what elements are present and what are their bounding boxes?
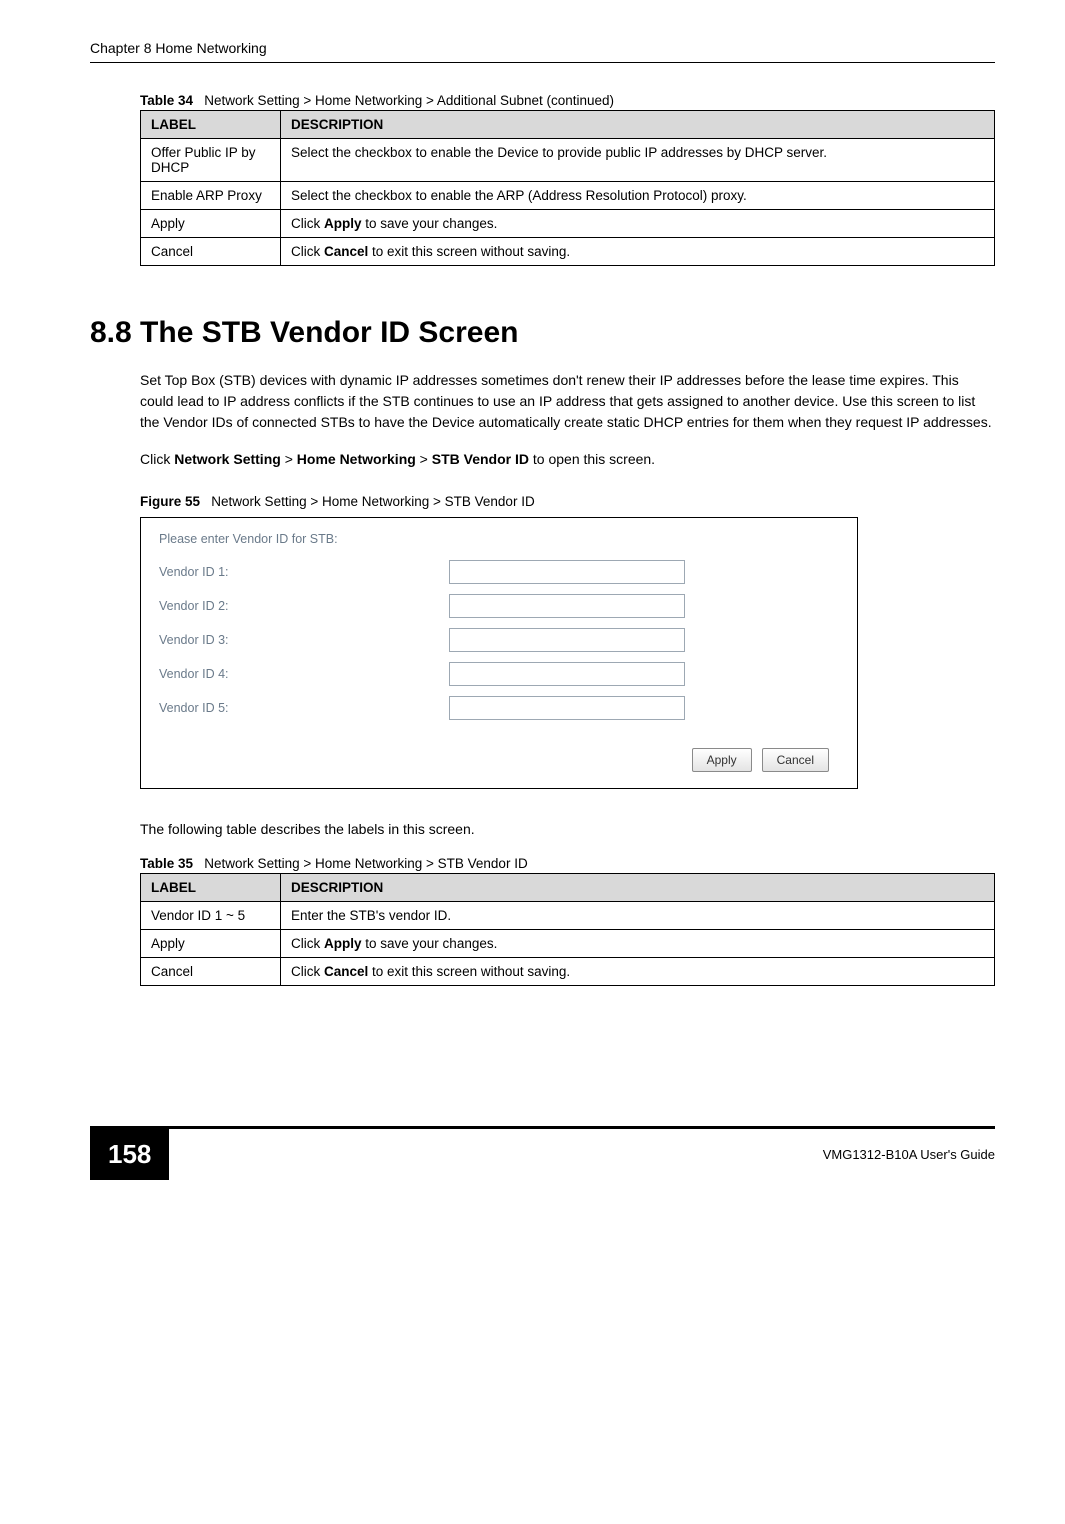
table34-caption: Table 34 Network Setting > Home Networki…: [140, 93, 995, 108]
figure55-caption: Figure 55 Network Setting > Home Network…: [140, 494, 995, 509]
vendor-id-2-input[interactable]: [449, 594, 685, 618]
table34-r2-label: Apply: [141, 210, 281, 238]
table34-r0-desc: Select the checkbox to enable the Device…: [281, 139, 995, 182]
para-1: Set Top Box (STB) devices with dynamic I…: [140, 370, 995, 433]
figure55-heading: Please enter Vendor ID for STB:: [159, 532, 839, 546]
footer-guide-text: VMG1312-B10A User's Guide: [823, 1147, 995, 1162]
table35-caption: Table 35 Network Setting > Home Networki…: [140, 856, 995, 871]
table34-header-desc: DESCRIPTION: [281, 111, 995, 139]
table-row: Apply Click Apply to save your changes.: [141, 210, 995, 238]
table34-r3-desc: Click Cancel to exit this screen without…: [281, 238, 995, 266]
table35-header-label: LABEL: [141, 874, 281, 902]
vendor-id-3-input[interactable]: [449, 628, 685, 652]
table34-r0-label: Offer Public IP by DHCP: [141, 139, 281, 182]
table34-header-label: LABEL: [141, 111, 281, 139]
vendor-id-3-label: Vendor ID 3:: [159, 633, 449, 647]
table35-r0-desc: Enter the STB's vendor ID.: [281, 902, 995, 930]
table35-r1-label: Apply: [141, 930, 281, 958]
table35-caption-text: Network Setting > Home Networking > STB …: [204, 856, 527, 871]
table35-r2-desc: Click Cancel to exit this screen without…: [281, 958, 995, 986]
table35-r0-label: Vendor ID 1 ~ 5: [141, 902, 281, 930]
table-row: Offer Public IP by DHCP Select the check…: [141, 139, 995, 182]
table-row: Vendor ID 1 ~ 5 Enter the STB's vendor I…: [141, 902, 995, 930]
vendor-id-row-1: Vendor ID 1:: [159, 560, 839, 584]
table34-caption-text: Network Setting > Home Networking > Addi…: [204, 93, 614, 108]
vendor-id-1-label: Vendor ID 1:: [159, 565, 449, 579]
vendor-id-5-input[interactable]: [449, 696, 685, 720]
figure55-caption-text: Network Setting > Home Networking > STB …: [211, 494, 534, 509]
table34-r2-desc: Click Apply to save your changes.: [281, 210, 995, 238]
table-row: Apply Click Apply to save your changes.: [141, 930, 995, 958]
table34: LABEL DESCRIPTION Offer Public IP by DHC…: [140, 110, 995, 266]
table34-r1-desc: Select the checkbox to enable the ARP (A…: [281, 182, 995, 210]
page-footer: 158 VMG1312-B10A User's Guide: [90, 1126, 995, 1180]
vendor-id-row-5: Vendor ID 5:: [159, 696, 839, 720]
table35: LABEL DESCRIPTION Vendor ID 1 ~ 5 Enter …: [140, 873, 995, 986]
table35-r1-desc: Click Apply to save your changes.: [281, 930, 995, 958]
vendor-id-1-input[interactable]: [449, 560, 685, 584]
vendor-id-5-label: Vendor ID 5:: [159, 701, 449, 715]
table-row: Enable ARP Proxy Select the checkbox to …: [141, 182, 995, 210]
vendor-id-2-label: Vendor ID 2:: [159, 599, 449, 613]
vendor-id-4-label: Vendor ID 4:: [159, 667, 449, 681]
table34-r3-label: Cancel: [141, 238, 281, 266]
section-heading: 8.8 The STB Vendor ID Screen: [90, 316, 995, 350]
table35-header-desc: DESCRIPTION: [281, 874, 995, 902]
para-3: The following table describes the labels…: [140, 819, 995, 840]
table35-caption-prefix: Table 35: [140, 856, 193, 871]
cancel-button[interactable]: Cancel: [762, 748, 829, 772]
vendor-id-row-3: Vendor ID 3:: [159, 628, 839, 652]
figure55-caption-prefix: Figure 55: [140, 494, 200, 509]
para-2: Click Network Setting > Home Networking …: [140, 449, 995, 470]
table35-r2-label: Cancel: [141, 958, 281, 986]
header-rule: [90, 62, 995, 63]
vendor-id-row-4: Vendor ID 4:: [159, 662, 839, 686]
table34-r1-label: Enable ARP Proxy: [141, 182, 281, 210]
vendor-id-row-2: Vendor ID 2:: [159, 594, 839, 618]
table-row: Cancel Click Cancel to exit this screen …: [141, 958, 995, 986]
figure55-box: Please enter Vendor ID for STB: Vendor I…: [140, 517, 858, 789]
running-header: Chapter 8 Home Networking: [90, 40, 995, 56]
page-number: 158: [90, 1129, 169, 1180]
table-row: Cancel Click Cancel to exit this screen …: [141, 238, 995, 266]
table34-caption-prefix: Table 34: [140, 93, 193, 108]
apply-button[interactable]: Apply: [692, 748, 752, 772]
vendor-id-4-input[interactable]: [449, 662, 685, 686]
